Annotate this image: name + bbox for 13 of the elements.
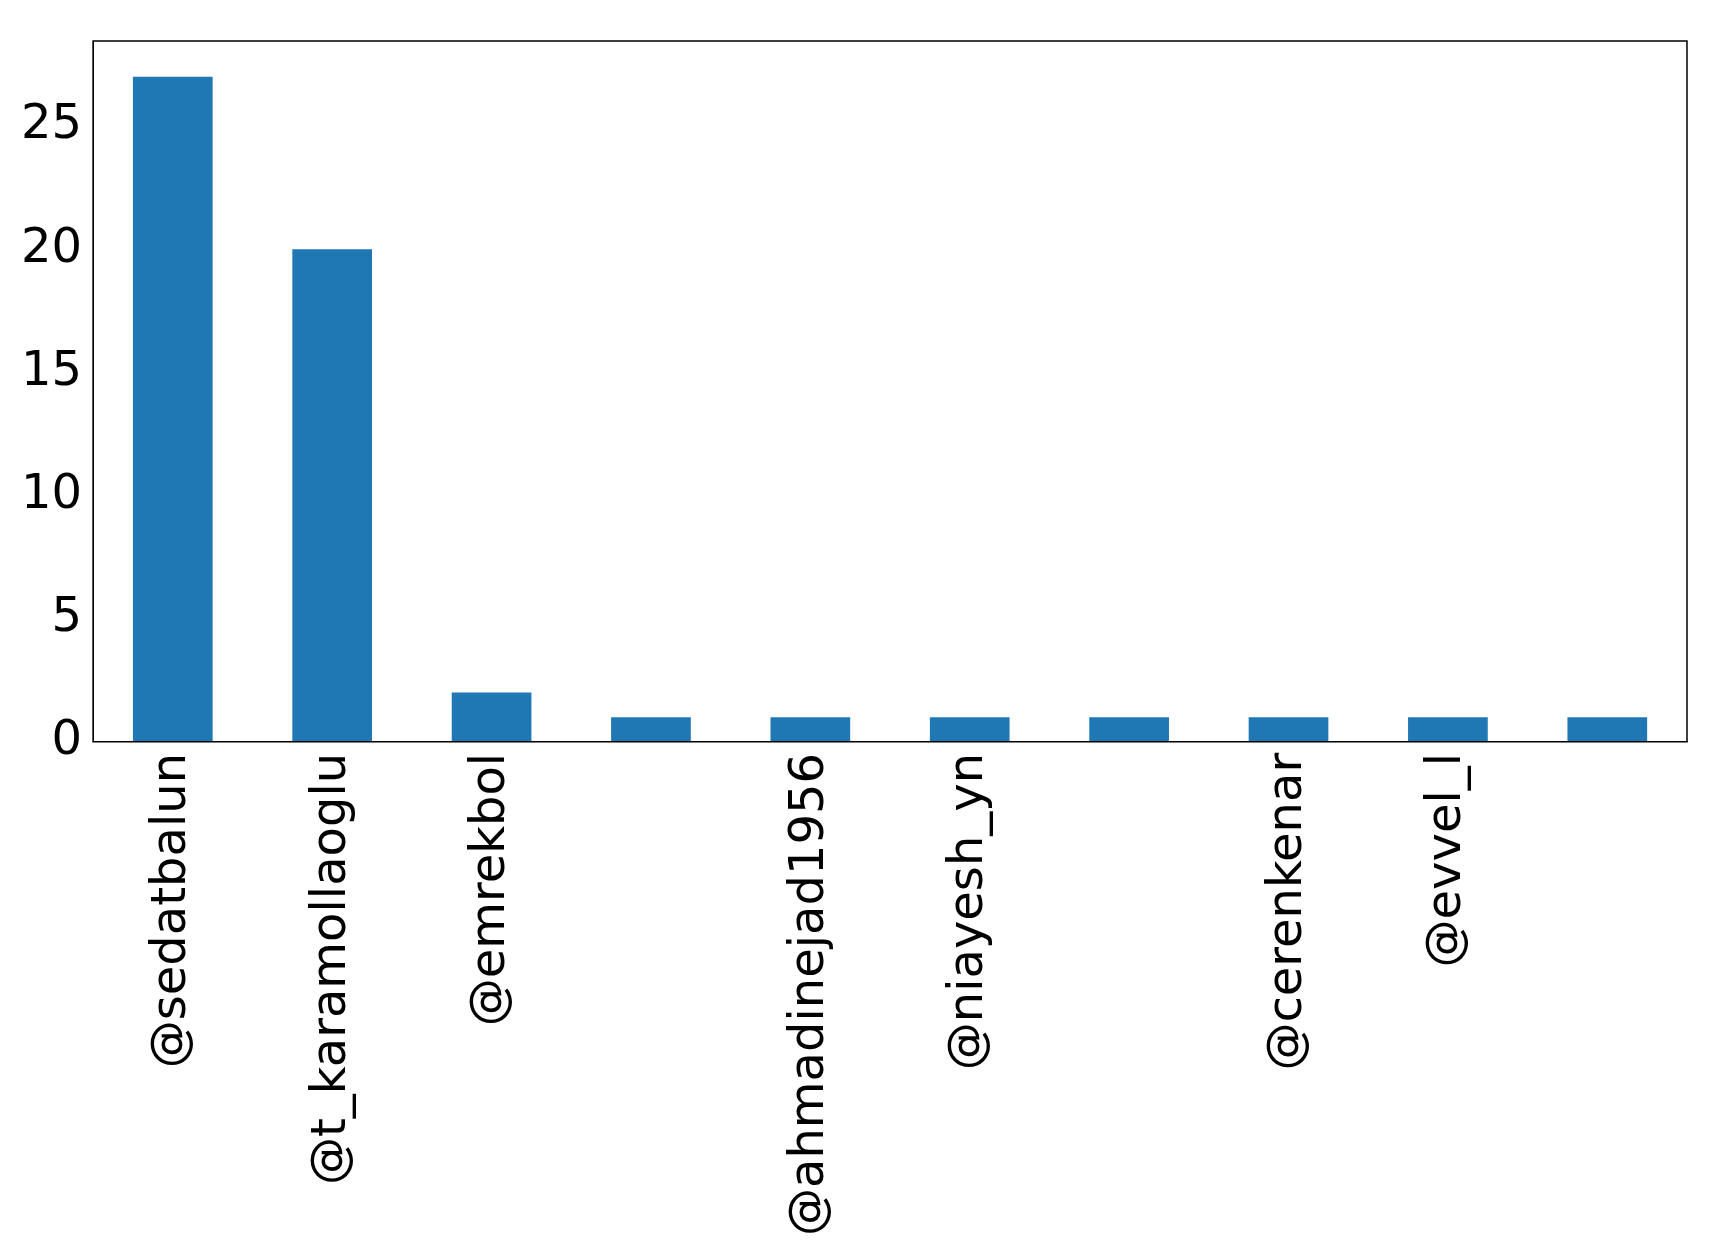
- y-tick-label: 5: [51, 586, 83, 643]
- x-tick-label: @sedatbalun: [140, 752, 197, 1069]
- y-tick-label: 0: [51, 709, 83, 766]
- x-tick-label: @evvel_l: [1415, 752, 1472, 968]
- x-tick-label: @ahmadinejad1956: [777, 752, 834, 1236]
- y-tick-label: 15: [21, 339, 83, 396]
- y-tick-label: 10: [21, 462, 83, 519]
- y-tick-label: 25: [21, 93, 83, 150]
- y-tick-label: 20: [21, 216, 83, 273]
- x-tick-label: @cerenkenar: [1255, 752, 1312, 1071]
- x-tick-label: @niayesh_yn: [937, 752, 994, 1071]
- x-tick-label: @emrekbol: [459, 752, 516, 1027]
- x-tick-label: @t_karamollaoglu: [299, 752, 356, 1185]
